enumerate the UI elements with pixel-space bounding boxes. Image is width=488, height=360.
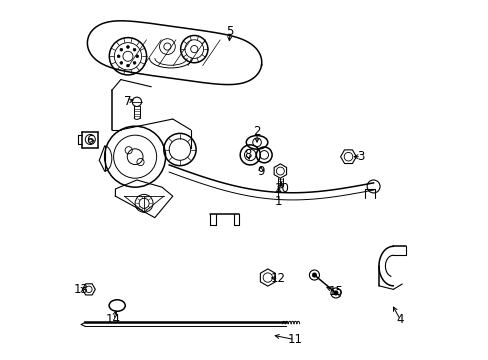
Circle shape — [117, 55, 120, 58]
Circle shape — [126, 64, 129, 67]
Text: 7: 7 — [124, 95, 131, 108]
Circle shape — [126, 45, 129, 48]
Circle shape — [133, 62, 136, 64]
Text: 6: 6 — [86, 134, 94, 147]
Text: 10: 10 — [274, 183, 289, 195]
Circle shape — [120, 48, 122, 51]
Circle shape — [136, 55, 139, 58]
Circle shape — [120, 62, 122, 64]
Text: 12: 12 — [270, 272, 285, 285]
Text: 8: 8 — [244, 148, 251, 161]
Circle shape — [133, 48, 136, 51]
Text: 4: 4 — [396, 313, 404, 327]
Text: 2: 2 — [253, 125, 260, 138]
Text: 15: 15 — [328, 285, 343, 298]
Text: 3: 3 — [357, 150, 364, 163]
Text: 11: 11 — [286, 333, 302, 346]
Text: 5: 5 — [226, 25, 233, 38]
Text: 1: 1 — [274, 195, 282, 208]
Circle shape — [312, 273, 316, 277]
Circle shape — [333, 291, 337, 295]
Text: 14: 14 — [106, 313, 121, 327]
Text: 9: 9 — [256, 165, 264, 177]
Text: 13: 13 — [74, 283, 89, 296]
